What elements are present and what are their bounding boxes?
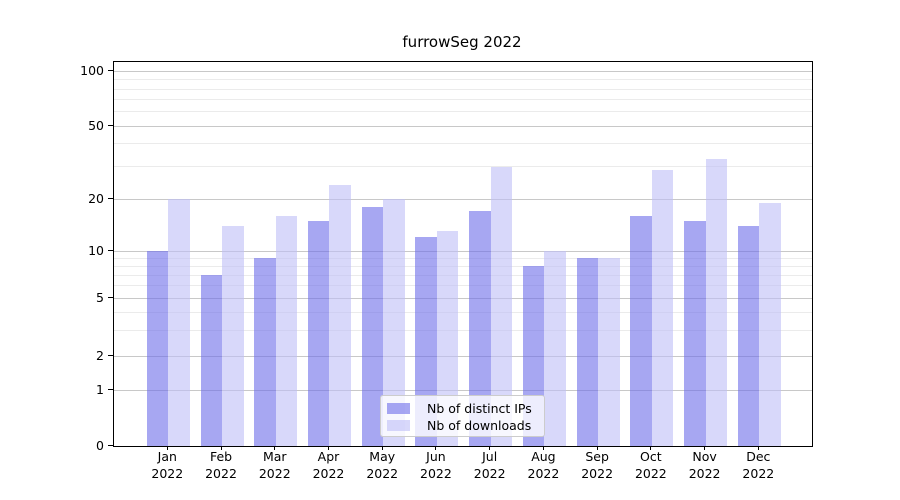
x-tick-label-mar: Mar 2022 bbox=[258, 449, 291, 481]
bar-downloads-jul bbox=[490, 166, 513, 446]
major-gridline-y-20 bbox=[114, 198, 812, 200]
legend-swatch-downloads bbox=[387, 420, 410, 431]
bar-ips-sep bbox=[576, 258, 599, 446]
x-tick-mark-jan bbox=[166, 446, 168, 450]
minor-gridline-y-3 bbox=[114, 329, 812, 331]
bar-downloads-may bbox=[383, 199, 405, 446]
x-tick-mark-dec bbox=[757, 446, 759, 450]
y-tick-label-5: 5 bbox=[96, 289, 104, 305]
x-tick-label-oct: Oct 2022 bbox=[634, 449, 667, 481]
bar-downloads-aug bbox=[544, 251, 566, 446]
x-tick-label-nov: Nov 2022 bbox=[688, 449, 721, 481]
bar-ips-mar bbox=[254, 258, 276, 446]
minor-gridline-y-90 bbox=[114, 79, 812, 81]
y-tick-label-10: 10 bbox=[88, 242, 104, 258]
y-tick-mark-1 bbox=[108, 388, 113, 390]
bar-downloads-apr bbox=[329, 184, 351, 446]
bar-ips-dec bbox=[737, 225, 760, 446]
x-tick-label-sep: Sep 2022 bbox=[581, 449, 614, 481]
minor-gridline-y-70 bbox=[114, 99, 812, 101]
y-tick-label-50: 50 bbox=[88, 117, 104, 133]
y-tick-mark-10 bbox=[108, 249, 113, 251]
y-tick-label-100: 100 bbox=[80, 63, 104, 79]
legend-label-downloads: Nb of downloads bbox=[427, 418, 532, 433]
x-tick-label-jul: Jul 2022 bbox=[473, 449, 506, 481]
minor-gridline-y-30 bbox=[114, 166, 812, 168]
bar-ips-feb bbox=[200, 275, 223, 446]
x-tick-label-apr: Apr 2022 bbox=[312, 449, 345, 481]
minor-gridline-y-40 bbox=[114, 143, 812, 145]
x-tick-mark-nov bbox=[704, 446, 706, 450]
y-tick-label-2: 2 bbox=[96, 347, 104, 363]
minor-gridline-y-8 bbox=[114, 265, 812, 267]
x-tick-mark-jun bbox=[435, 446, 437, 450]
bar-downloads-mar bbox=[275, 215, 298, 446]
bar-ips-oct bbox=[630, 215, 652, 446]
minor-gridline-y-9 bbox=[114, 257, 812, 259]
x-tick-mark-oct bbox=[650, 446, 652, 450]
minor-gridline-y-7 bbox=[114, 274, 812, 276]
x-tick-mark-aug bbox=[542, 446, 544, 450]
major-gridline-y-100 bbox=[114, 71, 812, 73]
x-tick-label-jun: Jun 2022 bbox=[420, 449, 452, 481]
x-tick-mark-jul bbox=[489, 446, 491, 450]
x-tick-label-feb: Feb 2022 bbox=[205, 449, 237, 481]
bar-ips-jul bbox=[469, 211, 491, 446]
y-tick-label-1: 1 bbox=[96, 381, 104, 397]
bar-downloads-nov bbox=[705, 159, 728, 446]
major-gridline-y-1 bbox=[114, 389, 812, 391]
minor-gridline-y-6 bbox=[114, 285, 812, 287]
y-tick-mark-2 bbox=[108, 354, 113, 356]
x-tick-label-may: May 2022 bbox=[366, 449, 399, 481]
legend-label-ips: Nb of distinct IPs bbox=[427, 401, 532, 416]
chart-title: furrowSeg 2022 bbox=[402, 33, 522, 51]
legend-swatch-ips bbox=[387, 403, 410, 414]
y-tick-mark-50 bbox=[108, 124, 113, 126]
bar-downloads-jun bbox=[436, 231, 459, 446]
legend-entry-downloads: Nb of downloads bbox=[387, 417, 544, 434]
minor-gridline-y-80 bbox=[114, 88, 812, 90]
bar-downloads-jan bbox=[168, 199, 190, 446]
x-tick-mark-sep bbox=[596, 446, 598, 450]
bar-downloads-oct bbox=[651, 169, 674, 446]
bar-ips-jun bbox=[415, 237, 437, 446]
y-tick-mark-20 bbox=[108, 197, 113, 199]
x-tick-mark-mar bbox=[274, 446, 276, 450]
x-tick-label-jan: Jan 2022 bbox=[151, 449, 184, 481]
major-gridline-y-5 bbox=[114, 297, 812, 299]
x-tick-label-aug: Aug 2022 bbox=[527, 449, 560, 481]
bar-downloads-dec bbox=[759, 203, 781, 446]
y-tick-mark-5 bbox=[108, 296, 113, 298]
minor-gridline-y-60 bbox=[114, 111, 812, 113]
bar-downloads-feb bbox=[222, 225, 244, 446]
bar-ips-apr bbox=[307, 220, 330, 446]
major-gridline-y-50 bbox=[114, 125, 812, 127]
x-tick-mark-feb bbox=[220, 446, 222, 450]
major-gridline-y-2 bbox=[114, 355, 812, 357]
plot-area: Nb of distinct IPs Nb of downloads bbox=[113, 61, 813, 447]
bar-ips-nov bbox=[684, 220, 706, 446]
x-tick-label-dec: Dec 2022 bbox=[742, 449, 775, 481]
bar-downloads-sep bbox=[598, 258, 620, 446]
legend-entry-ips: Nb of distinct IPs bbox=[387, 400, 544, 417]
bar-ips-jan bbox=[146, 251, 169, 446]
y-tick-label-0: 0 bbox=[96, 437, 104, 453]
minor-gridline-y-4 bbox=[114, 311, 812, 313]
y-tick-label-20: 20 bbox=[88, 190, 104, 206]
legend: Nb of distinct IPs Nb of downloads bbox=[380, 395, 545, 437]
bar-ips-may bbox=[361, 207, 384, 446]
x-tick-mark-may bbox=[381, 446, 383, 450]
y-tick-mark-0 bbox=[108, 444, 113, 446]
major-gridline-y-10 bbox=[114, 250, 812, 252]
y-tick-mark-100 bbox=[108, 70, 113, 72]
x-tick-mark-apr bbox=[327, 446, 329, 450]
